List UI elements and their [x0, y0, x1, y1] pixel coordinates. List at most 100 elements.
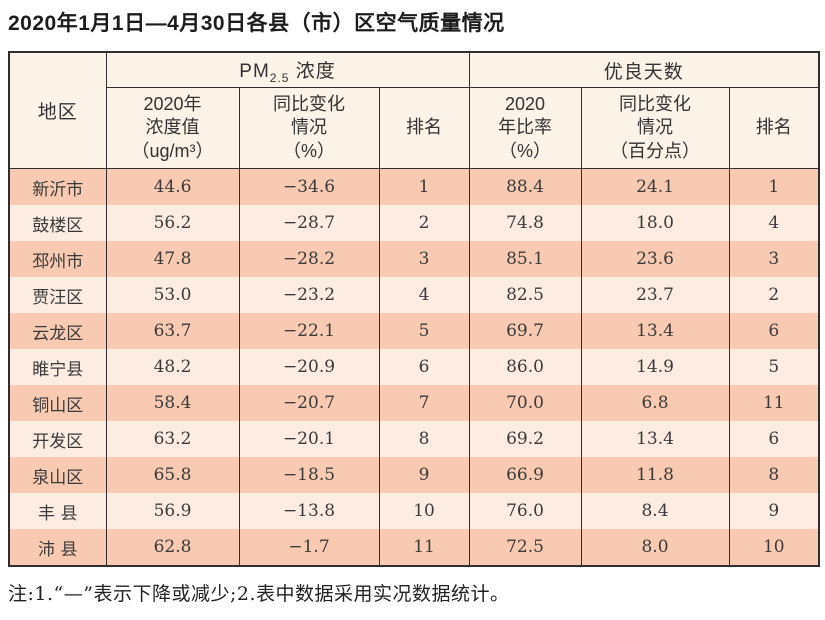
header-pm-change: 同比变化 情况 （%）: [238, 87, 380, 170]
pm-value-cell: 44.6: [105, 168, 240, 206]
pm-rank-cell: 1: [378, 168, 470, 206]
header-region: 地区: [8, 51, 107, 170]
good-change-cell: 11.8: [580, 457, 730, 494]
pm-rank-cell: 3: [378, 241, 470, 278]
header-pm-rank: 排名: [378, 87, 470, 170]
pm-value-cell: 56.2: [105, 205, 240, 242]
region-cell: 鼓楼区: [8, 205, 107, 242]
region-cell: 泉山区: [8, 457, 107, 494]
pm-rank-cell: 6: [378, 349, 470, 386]
region-cell: 新沂市: [8, 168, 107, 206]
table-row: 睢宁县 48.2 −20.9 6 86.0 14.9 5: [8, 349, 820, 386]
pm-change-cell: −22.1: [238, 313, 380, 350]
good-rate-cell: 70.0: [468, 385, 582, 422]
region-cell: 沛 县: [8, 529, 107, 567]
good-change-cell: 13.4: [580, 421, 730, 458]
pm-change-cell: −13.8: [238, 493, 380, 530]
table-row: 沛 县 62.8 −1.7 11 72.5 8.0 10: [8, 529, 820, 567]
pm-change-cell: −28.2: [238, 241, 380, 278]
header-good-rank: 排名: [728, 87, 820, 170]
region-cell: 云龙区: [8, 313, 107, 350]
table-row: 开发区 63.2 −20.1 8 69.2 13.4 6: [8, 421, 820, 458]
region-cell: 睢宁县: [8, 349, 107, 386]
table-row: 鼓楼区 56.2 −28.7 2 74.8 18.0 4: [8, 205, 820, 242]
region-cell: 丰 县: [8, 493, 107, 530]
table-row: 贾汪区 53.0 −23.2 4 82.5 23.7 2: [8, 277, 820, 314]
header-group-row: 地区 PM2.5 浓度 优良天数: [8, 51, 820, 170]
good-rate-cell: 82.5: [468, 277, 582, 314]
good-rank-cell: 3: [728, 241, 820, 278]
good-rate-cell: 86.0: [468, 349, 582, 386]
pm-change-cell: −28.7: [238, 205, 380, 242]
pm-change-cell: −1.7: [238, 529, 380, 567]
good-rate-cell: 76.0: [468, 493, 582, 530]
pm-change-cell: −23.2: [238, 277, 380, 314]
pm25-prefix: PM: [239, 60, 270, 82]
region-cell: 贾汪区: [8, 277, 107, 314]
pm-value-cell: 56.9: [105, 493, 240, 530]
pm-value-cell: 65.8: [105, 457, 240, 494]
pm-change-cell: −20.1: [238, 421, 380, 458]
table-row: 云龙区 63.7 −22.1 5 69.7 13.4 6: [8, 313, 820, 350]
region-cell: 邳州市: [8, 241, 107, 278]
pm-rank-cell: 4: [378, 277, 470, 314]
header-good-days-group: 优良天数: [468, 51, 820, 89]
header-pm25-group: PM2.5 浓度: [105, 51, 470, 89]
pm-rank-cell: 11: [378, 529, 470, 567]
region-cell: 铜山区: [8, 385, 107, 422]
good-rank-cell: 10: [728, 529, 820, 567]
good-rank-cell: 2: [728, 277, 820, 314]
good-rank-cell: 5: [728, 349, 820, 386]
pm-value-cell: 62.8: [105, 529, 240, 567]
table-row: 泉山区 65.8 −18.5 9 66.9 11.8 8: [8, 457, 820, 494]
pm-change-cell: −20.9: [238, 349, 380, 386]
pm-change-cell: −18.5: [238, 457, 380, 494]
pm-rank-cell: 8: [378, 421, 470, 458]
good-rank-cell: 4: [728, 205, 820, 242]
pm-value-cell: 63.2: [105, 421, 240, 458]
table-row: 铜山区 58.4 −20.7 7 70.0 6.8 11: [8, 385, 820, 422]
pm-rank-cell: 7: [378, 385, 470, 422]
region-cell: 开发区: [8, 421, 107, 458]
footnote: 注:1.“—”表示下降或减少;2.表中数据采用实况数据统计。: [8, 583, 510, 606]
pm-rank-cell: 9: [378, 457, 470, 494]
good-rank-cell: 6: [728, 313, 820, 350]
pm-rank-cell: 5: [378, 313, 470, 350]
good-rate-cell: 74.8: [468, 205, 582, 242]
air-quality-table: 地区 PM2.5 浓度 优良天数 2020年 浓度值 （ug/m³） 同比变化 …: [8, 51, 821, 568]
header-sub-row: 2020年 浓度值 （ug/m³） 同比变化 情况 （%） 排名 2020 年比…: [9, 87, 820, 170]
header-good-rate: 2020 年比率 （%）: [468, 87, 582, 170]
good-change-cell: 6.8: [580, 385, 730, 422]
pm-value-cell: 63.7: [105, 313, 240, 350]
table-row: 新沂市 44.6 −34.6 1 88.4 24.1 1: [8, 168, 820, 206]
header-pm-value: 2020年 浓度值 （ug/m³）: [105, 87, 240, 170]
good-rank-cell: 11: [728, 385, 820, 422]
pm-change-cell: −20.7: [238, 385, 380, 422]
good-rate-cell: 72.5: [468, 529, 582, 567]
pm-value-cell: 58.4: [105, 385, 240, 422]
pm-value-cell: 48.2: [105, 349, 240, 386]
good-rate-cell: 69.7: [468, 313, 582, 350]
good-rank-cell: 6: [728, 421, 820, 458]
good-rank-cell: 9: [728, 493, 820, 530]
pm-rank-cell: 10: [378, 493, 470, 530]
good-change-cell: 18.0: [580, 205, 730, 242]
good-change-cell: 14.9: [580, 349, 730, 386]
pm25-suffix: 浓度: [289, 60, 336, 82]
pm-value-cell: 53.0: [105, 277, 240, 314]
table-row: 邳州市 47.8 −28.2 3 85.1 23.6 3: [8, 241, 820, 278]
table-header: 地区 PM2.5 浓度 优良天数 2020年 浓度值 （ug/m³） 同比变化 …: [8, 51, 820, 170]
good-change-cell: 23.6: [580, 241, 730, 278]
good-rate-cell: 88.4: [468, 168, 582, 206]
good-change-cell: 23.7: [580, 277, 730, 314]
table-body: 新沂市 44.6 −34.6 1 88.4 24.1 1 鼓楼区 56.2 −28.7 2 74.8 1…: [8, 168, 820, 567]
pm-rank-cell: 2: [378, 205, 470, 242]
pm-value-cell: 47.8: [105, 241, 240, 278]
good-rate-cell: 66.9: [468, 457, 582, 494]
table-row: 丰 县 56.9 −13.8 10 76.0 8.4 9: [8, 493, 820, 530]
pm25-subscript: 2.5: [269, 70, 290, 85]
good-change-cell: 24.1: [580, 168, 730, 206]
pm-change-cell: −34.6: [238, 168, 380, 206]
good-change-cell: 8.0: [580, 529, 730, 567]
